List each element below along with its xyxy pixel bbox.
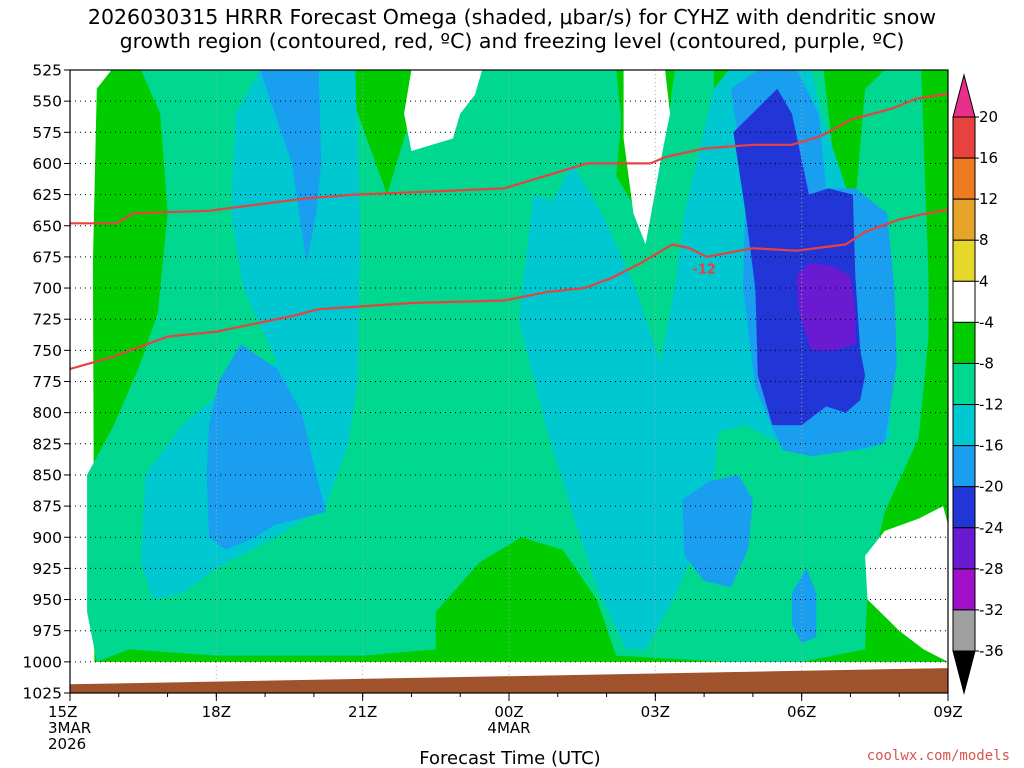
- colorbar-bin-4: [952, 239, 976, 282]
- x-tick-label-9-1: 4MAR: [487, 719, 530, 737]
- y-tick-label-950: 950: [32, 591, 62, 609]
- colorbar-label-2: 12: [979, 190, 998, 208]
- y-tick-label-925: 925: [32, 560, 62, 578]
- terrain: [70, 668, 948, 693]
- omega-shading: [87, 70, 948, 662]
- colorbar-label-9: -20: [979, 478, 1004, 496]
- y-tick-label-700: 700: [32, 280, 62, 298]
- omega-region-13: [865, 506, 948, 662]
- x-tick-label-0-1: 3MAR: [48, 719, 91, 737]
- colorbar-bin-3: [952, 198, 976, 241]
- y-tick-label-675: 675: [32, 248, 62, 266]
- colorbar-bin-10: [952, 486, 976, 529]
- y-tick-label-525: 525: [32, 62, 62, 80]
- omega-region-12: [623, 70, 670, 245]
- x-tick-label-0-2: 2026: [48, 735, 86, 753]
- colorbar-label-4: 4: [979, 272, 989, 290]
- x-tick-label-15-0: 06Z: [787, 703, 816, 721]
- colorbar-bin-6: [952, 321, 976, 364]
- x-tick-label-3-0: 18Z: [202, 703, 231, 721]
- x-tick-label-12-0: 03Z: [641, 703, 670, 721]
- dgz-contour-1: [70, 208, 948, 371]
- y-tick-label-650: 650: [32, 217, 62, 235]
- colorbar-bin-9: [952, 445, 976, 488]
- terrain-fill: [70, 668, 948, 693]
- colorbar-label-10: -24: [979, 519, 1004, 537]
- colorbar-bin-7: [952, 362, 976, 406]
- y-tick-label-600: 600: [32, 155, 62, 173]
- y-tick-label-1025: 1025: [23, 685, 62, 703]
- colorbar-bin-12: [952, 568, 976, 611]
- x-axis-label: Forecast Time (UTC): [419, 748, 600, 768]
- y-tick-label-775: 775: [32, 373, 62, 391]
- omega-region-7: [682, 474, 753, 588]
- x-tick-label-18-0: 09Z: [933, 703, 962, 721]
- omega-region-11: [404, 70, 483, 151]
- y-tick-label-875: 875: [32, 498, 62, 516]
- colorbar-label-1: 16: [979, 149, 998, 167]
- y-tick-label-1000: 1000: [23, 653, 62, 671]
- x-tick-label-6-0: 21Z: [348, 703, 377, 721]
- y-tick-label-550: 550: [32, 93, 62, 111]
- y-tick-label-725: 725: [32, 311, 62, 329]
- dgz-contours: -12: [70, 92, 948, 371]
- colorbar-bin-8: [952, 404, 976, 447]
- dgz-contour-0: [70, 92, 948, 225]
- y-tick-label-800: 800: [32, 404, 62, 422]
- colorbar-top-arrow: [952, 73, 976, 118]
- title-line-2: growth region (contoured, red, ºC) and f…: [120, 29, 905, 53]
- y-tick-label-625: 625: [32, 186, 62, 204]
- plot-area: -12: [70, 70, 948, 693]
- colorbar-bin-13: [952, 609, 976, 652]
- y-tick-label-750: 750: [32, 342, 62, 360]
- y-tick-label-825: 825: [32, 435, 62, 453]
- credit-text: coolwx.com/models: [867, 748, 1010, 764]
- chart-title: 2026030315 HRRR Forecast Omega (shaded, …: [88, 5, 936, 53]
- colorbar-label-3: 8: [979, 231, 989, 249]
- y-tick-label-575: 575: [32, 124, 62, 142]
- colorbar-bin-5: [952, 280, 976, 323]
- omega-region-4: [260, 70, 322, 264]
- x-tick-label-0-0: 15Z: [48, 703, 77, 721]
- colorbar-label-11: -28: [979, 560, 1004, 578]
- omega-region-8: [791, 568, 817, 644]
- omega-region-5: [206, 344, 327, 550]
- y-axis: 525 550 575 600 625 650 675 700 725 750 775 800 825 8…: [23, 62, 70, 703]
- colorbar-bin-1: [952, 116, 976, 159]
- y-tick-label-900: 900: [32, 529, 62, 547]
- colorbar-label-5: -4: [979, 313, 994, 331]
- colorbar-bin-11: [952, 527, 976, 570]
- colorbar-label-13: -36: [979, 642, 1004, 660]
- colorbar: 20 16 12 8 4 -4 -8 -12 -16 -20 -24 -28 -32 -36: [952, 73, 1004, 695]
- y-tick-label-850: 850: [32, 466, 62, 484]
- colorbar-bin-2: [952, 157, 976, 200]
- colorbar-label-7: -12: [979, 396, 1004, 414]
- colorbar-label-6: -8: [979, 354, 994, 372]
- colorbar-label-8: -16: [979, 437, 1004, 455]
- omega-region-10: [796, 263, 856, 351]
- dgz-contour-label-1: -12: [692, 262, 716, 277]
- colorbar-label-0: 20: [979, 108, 998, 126]
- x-tick-label-9-0: 00Z: [494, 703, 523, 721]
- colorbar-bottom-arrow: [952, 650, 976, 695]
- y-tick-label-975: 975: [32, 622, 62, 640]
- colorbar-label-12: -32: [979, 601, 1004, 619]
- title-line-1: 2026030315 HRRR Forecast Omega (shaded, …: [88, 5, 936, 29]
